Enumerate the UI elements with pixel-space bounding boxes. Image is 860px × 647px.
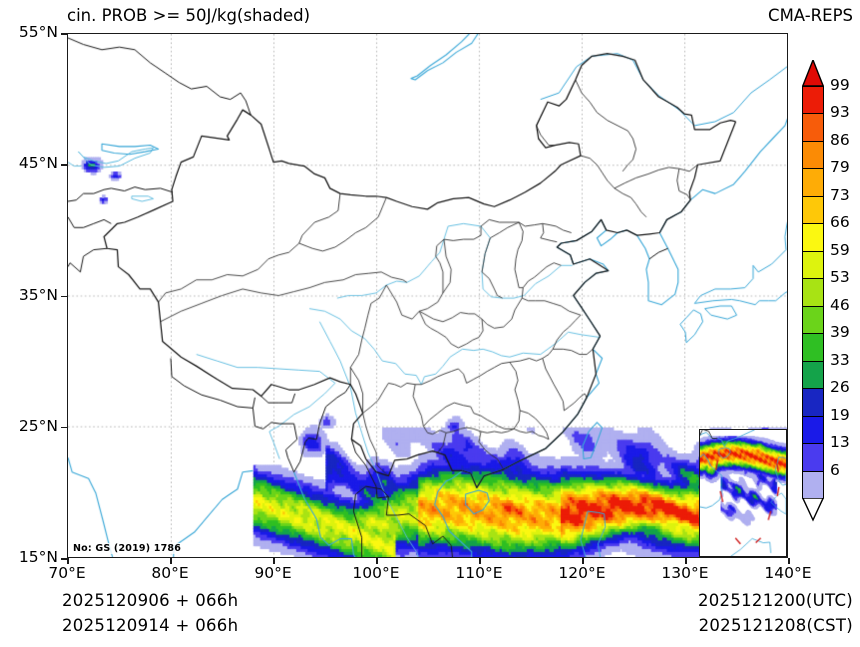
inset-map-canvas	[700, 430, 786, 556]
colorbar-segment-86	[802, 140, 824, 170]
map-canvas	[68, 34, 787, 557]
map-approval-number: No: GS (2019) 1786	[72, 543, 183, 554]
colorbar-label-6: 6	[830, 460, 840, 479]
colorbar-segment-6	[802, 470, 824, 499]
colorbar-label-99: 99	[830, 76, 850, 94]
colorbar: 99 93 86 79 73 66 59 53 46 39 33 26 19 13 6	[802, 60, 850, 522]
colorbar-segment-39	[802, 333, 824, 362]
x-tick-7	[788, 558, 790, 564]
colorbar-segment-93	[802, 113, 824, 142]
colorbar-label-93: 93	[830, 103, 850, 122]
inset-map	[699, 429, 787, 557]
x-tick-label-0: 70°E	[48, 564, 86, 582]
x-tick-2	[273, 558, 275, 564]
x-tick-4	[479, 558, 481, 564]
x-tick-3	[376, 558, 378, 564]
y-tick-label-4: 15°N	[18, 548, 58, 566]
x-tick-label-6: 130°E	[661, 564, 709, 582]
colorbar-label-73: 73	[830, 185, 850, 204]
y-tick-0	[61, 33, 67, 35]
page-title: cin. PROB >= 50J/kg(shaded)	[67, 6, 311, 25]
map-plot-area: No: GS (2019) 1786	[67, 33, 788, 558]
x-tick-label-1: 80°E	[151, 564, 189, 582]
x-tick-label-4: 110°E	[455, 564, 503, 582]
y-tick-4	[61, 558, 67, 560]
colorbar-label-13: 13	[830, 433, 850, 452]
colorbar-label-53: 53	[830, 268, 850, 287]
colorbar-segment-13	[802, 443, 824, 472]
y-tick-2	[61, 295, 67, 298]
colorbar-segment-73	[802, 195, 824, 225]
colorbar-segment-19	[802, 415, 824, 445]
x-tick-6	[685, 558, 687, 564]
x-tick-label-2: 90°E	[254, 564, 292, 582]
y-tick-3	[61, 426, 67, 429]
colorbar-label-86: 86	[830, 130, 850, 149]
colorbar-segment-66	[802, 223, 824, 252]
y-tick-label-2: 35°N	[18, 285, 58, 304]
colorbar-segment-59	[802, 250, 824, 280]
colorbar-segment-26	[802, 388, 824, 417]
colorbar-label-66: 66	[830, 213, 850, 232]
colorbar-label-26: 26	[830, 378, 850, 397]
colorbar-label-33: 33	[830, 350, 850, 369]
x-tick-label-7: 140°E	[764, 564, 812, 582]
colorbar-segment-53	[802, 278, 824, 307]
y-tick-label-1: 45°N	[18, 154, 58, 173]
y-tick-1	[61, 164, 67, 166]
colorbar-over-arrow-outline	[802, 60, 824, 87]
model-label: CMA-REPS	[768, 6, 853, 25]
x-tick-5	[582, 558, 584, 564]
colorbar-under-arrow-outline	[802, 498, 824, 522]
colorbar-label-59: 59	[830, 240, 850, 259]
x-tick-label-5: 120°E	[558, 564, 606, 582]
colorbar-label-39: 39	[830, 323, 850, 342]
colorbar-label-46: 46	[830, 295, 850, 314]
x-tick-0	[67, 558, 69, 564]
footer-valid-time-utc: 2025121200(UTC)	[697, 591, 853, 610]
footer-valid-time-cst: 2025121208(CST)	[698, 616, 853, 635]
footer-init-time-cst: 2025120914 + 066h	[62, 616, 239, 635]
colorbar-segment-99	[802, 86, 824, 115]
y-tick-label-3: 25°N	[18, 416, 58, 435]
y-tick-label-0: 55°N	[18, 23, 58, 41]
footer-init-time-utc: 2025120906 + 066h	[62, 591, 239, 610]
colorbar-segment-46	[802, 305, 824, 335]
colorbar-segment-33	[802, 360, 824, 390]
colorbar-segment-79	[802, 168, 824, 197]
colorbar-label-79: 79	[830, 158, 850, 177]
colorbar-label-19: 19	[830, 405, 850, 424]
x-tick-label-3: 100°E	[352, 564, 400, 582]
x-tick-1	[170, 558, 172, 564]
